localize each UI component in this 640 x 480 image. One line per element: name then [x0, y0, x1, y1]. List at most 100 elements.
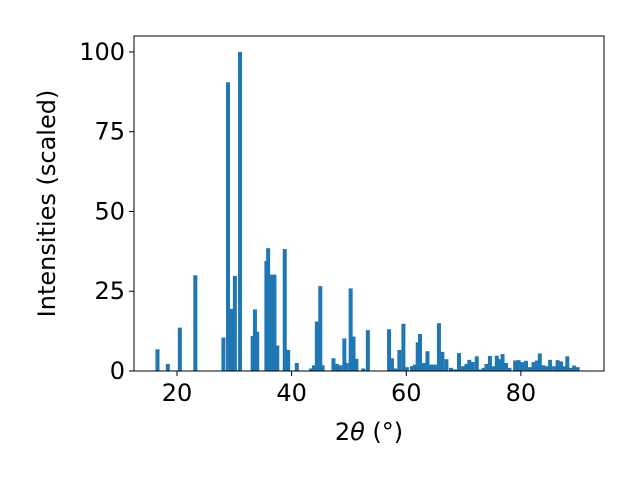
y-axis-label: Intensities (scaled) [33, 90, 61, 318]
bar-53 [452, 369, 457, 371]
bar-11 [255, 331, 260, 371]
bar-5 [225, 82, 230, 371]
bar-73 [524, 360, 529, 371]
bar-17 [282, 249, 287, 371]
bar-36 [389, 358, 394, 371]
y-tick-label: 75 [94, 118, 125, 146]
plot-frame [133, 35, 605, 372]
x-axis-label-unit: (°) [365, 418, 403, 446]
bar-55 [460, 366, 465, 371]
bar-81 [552, 366, 557, 371]
x-axis-ticks: 20 40 60 80 [162, 371, 536, 407]
bar-31 [351, 336, 356, 371]
bar-15 [272, 274, 277, 371]
bar-10 [252, 309, 257, 371]
bar-4 [221, 337, 226, 371]
bar-80 [548, 359, 553, 371]
bar-84 [562, 366, 567, 371]
bar-14 [269, 274, 274, 371]
bar-86 [568, 367, 573, 371]
bar-76 [534, 360, 539, 371]
bar-44 [418, 333, 423, 371]
bar-49 [436, 323, 441, 371]
bar-62 [484, 363, 489, 371]
bar-58 [470, 362, 475, 371]
bar-1 [165, 363, 170, 371]
bar-0 [155, 349, 160, 371]
x-tick-label: 80 [506, 379, 537, 407]
bar-41 [409, 366, 414, 371]
bar-43 [415, 342, 420, 371]
y-tick-label: 50 [94, 197, 125, 225]
bar-30 [348, 288, 353, 371]
bar-82 [555, 360, 560, 371]
bar-40 [404, 367, 409, 371]
bar-2 [177, 327, 182, 371]
bar-65 [494, 355, 499, 371]
bar-54 [456, 353, 461, 371]
y-axis-ticks: 0 25 50 75 100 [79, 38, 134, 385]
bar-71 [516, 360, 521, 371]
bar-38 [397, 349, 402, 371]
bar-16 [275, 345, 280, 371]
bar-33 [361, 368, 366, 371]
bar-78 [541, 365, 546, 371]
bar-59 [474, 356, 479, 371]
x-axis-label-symbol: θ [350, 418, 365, 446]
bar-46 [425, 351, 430, 371]
bar-52 [448, 367, 453, 371]
bar-64 [491, 366, 496, 371]
y-tick-label: 25 [94, 277, 125, 305]
bar-75 [531, 362, 536, 371]
bar-45 [421, 363, 426, 371]
bar-70 [513, 360, 518, 371]
bar-87 [572, 365, 577, 371]
bar-24 [320, 365, 325, 371]
bar-74 [528, 367, 533, 371]
bar-37 [393, 368, 398, 371]
bar-26 [334, 363, 339, 371]
bar-28 [342, 338, 347, 371]
bar-8 [238, 51, 243, 371]
bar-42 [412, 364, 417, 371]
bar-79 [544, 366, 549, 371]
bar-57 [467, 359, 472, 371]
y-tick-label: 0 [110, 357, 125, 385]
bar-21 [311, 365, 316, 371]
bar-63 [487, 356, 492, 371]
bar-20 [309, 368, 314, 371]
bar-85 [565, 356, 570, 371]
bar-61 [481, 367, 486, 371]
x-axis-label-prefix: 2 [335, 418, 350, 446]
bar-27 [338, 365, 343, 371]
bar-83 [559, 361, 564, 371]
bar-88 [575, 367, 580, 371]
x-tick-label: 60 [391, 379, 422, 407]
bar-39 [401, 323, 406, 371]
bar-60 [478, 369, 483, 371]
bar-23 [318, 286, 323, 371]
bar-6 [229, 308, 234, 371]
bar-25 [331, 358, 336, 371]
bar-19 [294, 363, 299, 371]
bar-66 [497, 359, 502, 371]
bar-34 [365, 330, 370, 371]
bar-68 [503, 363, 508, 371]
bar-72 [520, 362, 525, 371]
x-axis-label: 2θ (°) [335, 418, 403, 446]
bar-13 [266, 248, 271, 371]
bar-56 [464, 363, 469, 371]
bar-67 [500, 354, 505, 371]
bar-22 [314, 321, 319, 371]
bar-35 [387, 329, 392, 371]
bars-group [155, 51, 580, 371]
bar-9 [250, 335, 255, 371]
bar-77 [537, 353, 542, 371]
bar-3 [193, 275, 198, 371]
x-tick-label: 40 [276, 379, 307, 407]
bar-18 [286, 349, 291, 371]
bar-32 [354, 358, 359, 371]
bar-51 [444, 359, 449, 371]
